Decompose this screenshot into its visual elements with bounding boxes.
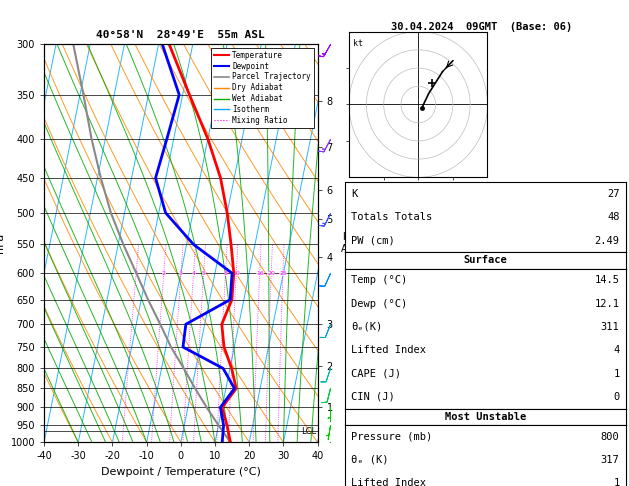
Text: CIN (J): CIN (J)	[351, 392, 395, 402]
Text: θₑ(K): θₑ(K)	[351, 322, 382, 332]
Text: 4: 4	[192, 271, 196, 276]
Text: 317: 317	[601, 455, 620, 465]
Text: 10: 10	[232, 271, 240, 276]
Y-axis label: km
ASL: km ASL	[340, 232, 359, 254]
Text: 0: 0	[613, 392, 620, 402]
Text: 2: 2	[162, 271, 166, 276]
Text: K: K	[351, 189, 357, 199]
Text: 1: 1	[134, 271, 138, 276]
Text: 800: 800	[601, 432, 620, 441]
Title: 40°58'N  28°49'E  55m ASL: 40°58'N 28°49'E 55m ASL	[96, 30, 265, 40]
X-axis label: Dewpoint / Temperature (°C): Dewpoint / Temperature (°C)	[101, 467, 261, 477]
Text: PW (cm): PW (cm)	[351, 236, 395, 245]
Text: 3: 3	[179, 271, 183, 276]
Text: 8: 8	[223, 271, 228, 276]
Text: 16: 16	[256, 271, 264, 276]
Text: 48: 48	[607, 212, 620, 222]
Text: 14.5: 14.5	[594, 275, 620, 285]
Legend: Temperature, Dewpoint, Parcel Trajectory, Dry Adiabat, Wet Adiabat, Isotherm, Mi: Temperature, Dewpoint, Parcel Trajectory…	[211, 48, 314, 128]
Text: 27: 27	[607, 189, 620, 199]
Text: kt: kt	[353, 39, 362, 48]
Text: 25: 25	[279, 271, 287, 276]
Text: CAPE (J): CAPE (J)	[351, 368, 401, 379]
Text: Lifted Index: Lifted Index	[351, 345, 426, 355]
Text: 1: 1	[613, 368, 620, 379]
Text: Totals Totals: Totals Totals	[351, 212, 432, 222]
Text: Dewp (°C): Dewp (°C)	[351, 298, 407, 309]
Text: θₑ (K): θₑ (K)	[351, 455, 389, 465]
Text: Surface: Surface	[464, 256, 507, 265]
Text: 4: 4	[613, 345, 620, 355]
Text: 30.04.2024  09GMT  (Base: 06): 30.04.2024 09GMT (Base: 06)	[391, 22, 572, 32]
Text: 5: 5	[202, 271, 206, 276]
Text: 2.49: 2.49	[594, 236, 620, 245]
Text: Most Unstable: Most Unstable	[445, 412, 526, 422]
Text: 1: 1	[613, 478, 620, 486]
Text: Pressure (mb): Pressure (mb)	[351, 432, 432, 441]
Y-axis label: hPa: hPa	[0, 233, 5, 253]
Text: Temp (°C): Temp (°C)	[351, 275, 407, 285]
Text: Lifted Index: Lifted Index	[351, 478, 426, 486]
Text: 20: 20	[267, 271, 275, 276]
Text: 12.1: 12.1	[594, 298, 620, 309]
Text: LCL: LCL	[301, 427, 316, 436]
Text: 311: 311	[601, 322, 620, 332]
